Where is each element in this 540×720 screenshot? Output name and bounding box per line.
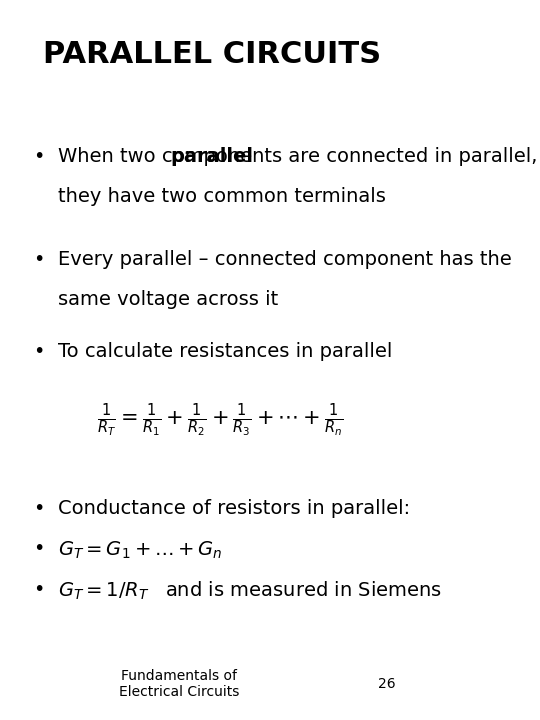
Text: •: • bbox=[33, 146, 45, 166]
Text: $G_T = G_1+\ldots+G_n$: $G_T = G_1+\ldots+G_n$ bbox=[58, 539, 223, 561]
Text: •: • bbox=[33, 580, 45, 599]
Text: Every parallel – connected component has the: Every parallel – connected component has… bbox=[58, 250, 512, 269]
Text: parallel: parallel bbox=[171, 146, 254, 166]
Text: •: • bbox=[33, 499, 45, 518]
Text: To calculate resistances in parallel: To calculate resistances in parallel bbox=[58, 342, 393, 361]
Text: Fundamentals of
Electrical Circuits: Fundamentals of Electrical Circuits bbox=[119, 669, 239, 699]
Text: •: • bbox=[33, 342, 45, 361]
Text: When two components are connected in parallel,: When two components are connected in par… bbox=[58, 146, 538, 166]
Text: $\frac{1}{R_T} = \frac{1}{R_1} + \frac{1}{R_2} + \frac{1}{R_3} + \cdots + \frac{: $\frac{1}{R_T} = \frac{1}{R_1} + \frac{1… bbox=[97, 402, 344, 439]
Text: •: • bbox=[33, 539, 45, 558]
Text: they have two common terminals: they have two common terminals bbox=[58, 187, 386, 206]
Text: Conductance of resistors in parallel:: Conductance of resistors in parallel: bbox=[58, 499, 410, 518]
Text: PARALLEL CIRCUITS: PARALLEL CIRCUITS bbox=[43, 40, 381, 68]
Text: same voltage across it: same voltage across it bbox=[58, 290, 279, 310]
Text: 26: 26 bbox=[379, 677, 396, 690]
Text: •: • bbox=[33, 250, 45, 269]
Text: $G_T = 1/R_T\;$  and is measured in Siemens: $G_T = 1/R_T\;$ and is measured in Sieme… bbox=[58, 580, 442, 602]
